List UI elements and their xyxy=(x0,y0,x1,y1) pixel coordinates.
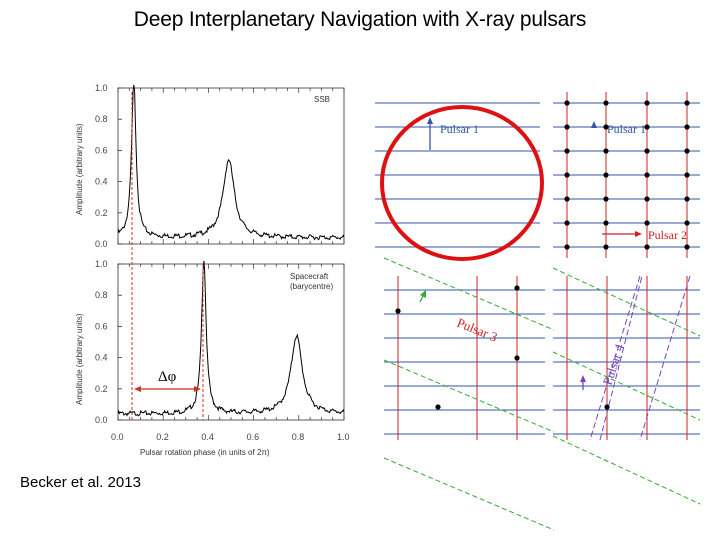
arrow-head-right-icon xyxy=(635,231,642,237)
x-tick-label: 0.4 xyxy=(201,432,214,442)
x-tick-label: 0.6 xyxy=(247,432,260,442)
barycentre-label: (barycentre) xyxy=(290,282,333,291)
intersection-dot xyxy=(684,148,690,154)
y-tick-label: 0.0 xyxy=(95,239,108,249)
wavefront-line xyxy=(552,267,701,337)
spacecraft-pulse-profile xyxy=(117,260,345,417)
intersection-dot xyxy=(564,244,570,250)
intersection-dot xyxy=(603,196,609,202)
intersection-dot xyxy=(644,100,650,106)
bottom-y-axis-label: Amplitude (arbitrary units) xyxy=(75,313,84,405)
pulsar1-label: Pulsar 1 xyxy=(440,122,479,136)
pulsar4-panel: Pulsar 4 xyxy=(552,267,701,505)
y-tick-label: 0.2 xyxy=(95,384,108,394)
y-tick-label: 0.6 xyxy=(95,321,108,331)
intersection-dot xyxy=(644,172,650,178)
x-tick-label: 0.2 xyxy=(156,432,169,442)
intersection-dot xyxy=(603,172,609,178)
intersection-dot xyxy=(684,196,690,202)
pulsar2-label: Pulsar 2 xyxy=(648,228,687,242)
intersection-dot xyxy=(514,285,520,291)
intersection-dot xyxy=(644,196,650,202)
citation-caption: Becker et al. 2013 xyxy=(20,474,141,491)
wavefront-line xyxy=(383,257,555,331)
y-tick-label: 1.0 xyxy=(95,83,108,93)
intersection-dot xyxy=(564,124,570,130)
arrow-head-up-icon xyxy=(591,121,597,128)
highlight-circle xyxy=(380,105,544,261)
top-y-axis-label: Amplitude (arbitrary units) xyxy=(75,123,84,215)
intersection-dot xyxy=(564,100,570,106)
wavefront-line xyxy=(552,435,701,505)
arrow-head-right-icon xyxy=(194,386,201,392)
intersection-dot xyxy=(604,404,610,410)
y-tick-label: 0.6 xyxy=(95,145,108,155)
intersection-dot xyxy=(564,196,570,202)
wavefront-line xyxy=(383,359,555,433)
ssb-label: SSB xyxy=(314,95,330,104)
y-tick-label: 0.8 xyxy=(95,114,108,124)
arrow-head-icon xyxy=(420,290,426,298)
slide-title: Deep Interplanetary Navigation with X-ra… xyxy=(133,8,587,31)
intersection-dot xyxy=(684,100,690,106)
intersection-dot xyxy=(564,220,570,226)
intersection-dot xyxy=(684,244,690,250)
wavefront-line xyxy=(383,457,555,531)
y-tick-label: 1.0 xyxy=(95,259,108,269)
intersection-dot xyxy=(564,148,570,154)
intersection-dot xyxy=(644,148,650,154)
intersection-dot xyxy=(603,220,609,226)
intersection-dot xyxy=(514,355,520,361)
arrow-head-up-icon xyxy=(580,375,586,382)
arrow-head-left-icon xyxy=(134,386,141,392)
pulsar4-label: Pulsar 4 xyxy=(600,342,627,387)
pulse-profile-figure: 1.0 0.8 0.6 0.4 0.2 0.0 1.0 0.8 0.6 0.4 0.2 0.0 0.… xyxy=(75,83,350,457)
pulsar1-label: Pulsar 1 xyxy=(607,122,646,136)
x-tick-label: 1.0 xyxy=(337,432,350,442)
intersection-dot xyxy=(603,244,609,250)
pulsar1-panel: Pulsar 1 xyxy=(375,102,544,261)
delta-phi-label: Δφ xyxy=(158,369,177,385)
intersection-dot xyxy=(644,124,650,130)
wavefront-line xyxy=(599,275,643,441)
y-tick-label: 0.4 xyxy=(95,177,108,187)
y-tick-label: 0.8 xyxy=(95,290,108,300)
wavefront-line xyxy=(552,351,701,421)
pulsar3-panel: Pulsar 3 xyxy=(383,257,555,531)
y-tick-label: 0.2 xyxy=(95,208,108,218)
wavefront-line xyxy=(589,275,641,441)
intersection-dot xyxy=(395,308,401,314)
y-tick-label: 0.0 xyxy=(95,415,108,425)
x-axis-label: Pulsar rotation phase (in units of 2π) xyxy=(140,448,270,457)
intersection-dot xyxy=(644,244,650,250)
intersection-dot xyxy=(684,172,690,178)
y-tick-label: 0.4 xyxy=(95,353,108,363)
intersection-dot xyxy=(564,172,570,178)
intersection-dot xyxy=(603,148,609,154)
intersection-dot xyxy=(603,100,609,106)
wavefront-line xyxy=(639,275,691,441)
x-tick-label: 0.0 xyxy=(111,432,124,442)
arrow-head-up-icon xyxy=(427,117,433,124)
intersection-dot xyxy=(603,124,609,130)
x-tick-label: 0.8 xyxy=(292,432,305,442)
spacecraft-label: Spacecraft xyxy=(290,272,329,281)
intersection-dot xyxy=(684,220,690,226)
intersection-dot xyxy=(684,124,690,130)
intersection-dot xyxy=(644,220,650,226)
pulsar1-pulsar2-panel: Pulsar 1 Pulsar 2 xyxy=(553,92,700,258)
intersection-dot xyxy=(435,404,441,410)
ssb-pulse-profile xyxy=(117,84,345,241)
